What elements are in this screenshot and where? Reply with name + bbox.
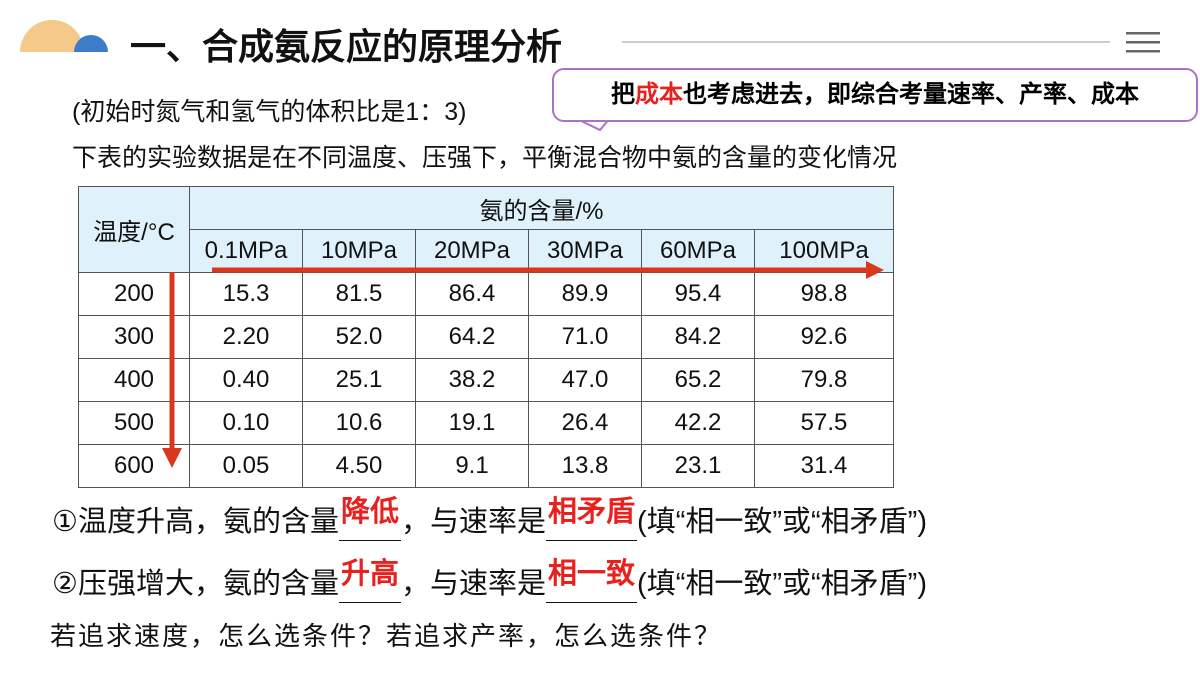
question-text: ，与速率是 — [401, 506, 547, 538]
cell: 0.05 — [189, 444, 303, 488]
cell: 15.3 — [189, 272, 303, 316]
cell: 71.0 — [528, 315, 642, 359]
cell: 64.2 — [415, 315, 529, 359]
data-table: 温度/°C 氨的含量/% 0.1MPa 10MPa 20MPa 30MPa 60MPa 100… — [78, 186, 894, 488]
answer-blank: 相矛盾 — [546, 496, 638, 541]
cell: 23.1 — [641, 444, 755, 488]
question-text: (填“相一致”或“相矛盾”) — [637, 568, 927, 600]
row-header: 200 — [78, 272, 190, 316]
answer-blank: 降低 — [339, 496, 402, 541]
question: ②压强增大，氨的含量升高，与速率是相一致(填“相一致”或“相矛盾”) — [52, 558, 927, 603]
callout: 把成本也考虑进去，即综合考量速率、产率、成本 — [552, 68, 1198, 122]
data-row: 500 0.10 10.6 19.1 26.4 42.2 57.5 — [78, 401, 894, 445]
callout-text: 把 — [611, 81, 635, 108]
row-header: 600 — [78, 444, 190, 488]
semicircle — [74, 35, 108, 52]
column-header: 100MPa — [754, 229, 894, 273]
data-row: 600 0.05 4.50 9.1 13.8 23.1 31.4 — [78, 444, 894, 488]
cell: 2.20 — [189, 315, 303, 359]
cell: 10.6 — [302, 401, 416, 445]
column-header: 30MPa — [528, 229, 642, 273]
title: 一、合成氨反应的原理分析 — [130, 26, 563, 67]
answer: 升高 — [341, 558, 400, 590]
cell: 57.5 — [754, 401, 894, 445]
row-header: 400 — [78, 358, 190, 402]
answer: 降低 — [341, 496, 400, 528]
header-row: 0.1MPa 10MPa 20MPa 30MPa 60MPa 100MPa — [79, 229, 894, 273]
question-text: (填“相一致”或“相矛盾”) — [637, 506, 927, 538]
cell: 9.1 — [415, 444, 529, 488]
column-header: 10MPa — [302, 229, 416, 273]
cell: 86.4 — [415, 272, 529, 316]
cell: 84.2 — [641, 315, 755, 359]
question: ①温度升高，氨的含量降低，与速率是相矛盾(填“相一致”或“相矛盾”) — [52, 496, 927, 541]
cell: 13.8 — [528, 444, 642, 488]
row-header: 500 — [78, 401, 190, 445]
semicircle — [20, 20, 84, 52]
answer-blank: 升高 — [339, 558, 402, 603]
cell: 25.1 — [302, 358, 416, 402]
question-text: ①温度升高，氨的含量 — [52, 506, 339, 538]
cell: 92.6 — [754, 315, 894, 359]
column-header: 60MPa — [641, 229, 755, 273]
answer: 相矛盾 — [548, 496, 636, 528]
question-text: ②压强增大，氨的含量 — [52, 568, 339, 600]
cell: 38.2 — [415, 358, 529, 402]
intro-line: (初始时氮气和氢气的体积比是1：3) — [72, 98, 467, 126]
callout-text: 也考虑进去，即综合考量速率、产率、成本 — [683, 81, 1139, 108]
header-row: 温度/°C 氨的含量/% — [78, 186, 894, 273]
cell: 4.50 — [302, 444, 416, 488]
cell: 79.8 — [754, 358, 894, 402]
row-header: 300 — [78, 315, 190, 359]
cell: 19.1 — [415, 401, 529, 445]
column-header: 0.1MPa — [189, 229, 303, 273]
cell: 81.5 — [302, 272, 416, 316]
answer-blank: 相一致 — [546, 558, 638, 603]
cell: 42.2 — [641, 401, 755, 445]
question-text: ，与速率是 — [401, 568, 547, 600]
data-row: 200 15.3 81.5 86.4 89.9 95.4 98.8 — [78, 272, 894, 316]
callout-highlight: 成本 — [635, 81, 683, 108]
data-row: 300 2.20 52.0 64.2 71.0 84.2 92.6 — [78, 315, 894, 359]
cell: 0.10 — [189, 401, 303, 445]
cell: 98.8 — [754, 272, 894, 316]
cell: 65.2 — [641, 358, 755, 402]
corner-cell: 温度/°C — [78, 186, 190, 273]
answer: 相一致 — [548, 558, 636, 590]
data-row: 400 0.40 25.1 38.2 47.0 65.2 79.8 — [78, 358, 894, 402]
cell: 89.9 — [528, 272, 642, 316]
closing-line: 若追求速度，怎么选条件？若追求产率，怎么选条件？ — [50, 622, 723, 652]
menu-icon[interactable] — [1124, 30, 1164, 56]
cell: 52.0 — [302, 315, 416, 359]
cell: 47.0 — [528, 358, 642, 402]
cell: 95.4 — [641, 272, 755, 316]
group-header: 氨的含量/% — [189, 186, 894, 230]
intro-line: 下表的实验数据是在不同温度、压强下，平衡混合物中氨的含量的变化情况 — [72, 144, 898, 172]
column-header: 20MPa — [415, 229, 529, 273]
cell: 0.40 — [189, 358, 303, 402]
cell: 31.4 — [754, 444, 894, 488]
cell: 26.4 — [528, 401, 642, 445]
